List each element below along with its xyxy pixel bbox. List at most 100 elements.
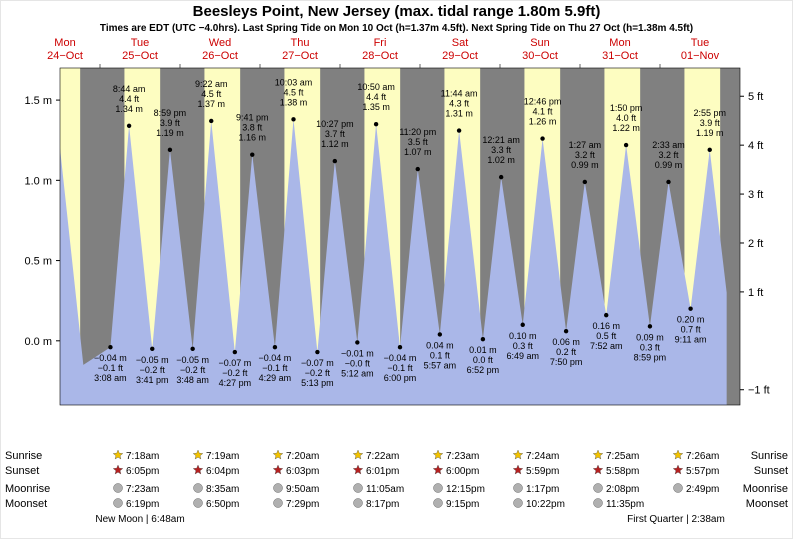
sunset-time: 6:05pm <box>126 466 159 477</box>
date-label: 27−Oct <box>282 50 318 62</box>
chart-subtitle: Times are EDT (UTC −4.0hrs). Last Spring… <box>100 23 693 34</box>
star-icon <box>513 465 523 474</box>
low-tide-label: −0.07 m <box>301 358 334 368</box>
moonset-time: 7:29pm <box>286 499 319 510</box>
low-tide-label: −0.2 ft <box>180 365 206 375</box>
chart-title: Beesleys Point, New Jersey (max. tidal r… <box>193 3 601 20</box>
high-tide-label: 1.35 m <box>362 102 390 112</box>
sunset-time: 6:03pm <box>286 466 319 477</box>
high-tide-label: 3.5 ft <box>408 137 429 147</box>
low-tide-label: −0.2 ft <box>305 368 331 378</box>
y-left-tick: 0.0 m <box>24 336 52 348</box>
high-tide-label: 4.4 ft <box>366 92 387 102</box>
sunset-time: 6:04pm <box>206 466 239 477</box>
low-tide-label: −0.04 m <box>259 353 292 363</box>
low-tide-label: 0.06 m <box>552 337 580 347</box>
y-right-tick: 1 ft <box>748 287 763 299</box>
moon-icon <box>354 484 363 493</box>
star-icon <box>513 450 523 459</box>
tide-chart: 0.0 m0.5 m1.0 m1.5 m−1 ft1 ft2 ft3 ft4 f… <box>0 0 793 539</box>
tide-extreme-point <box>398 345 402 349</box>
tide-extreme-point <box>624 143 628 147</box>
tide-extreme-point <box>127 124 131 128</box>
day-of-week-label: Fri <box>374 37 387 49</box>
moon-icon <box>354 499 363 508</box>
high-tide-label: 2:55 pm <box>693 108 726 118</box>
sunrise-time: 7:18am <box>126 451 159 462</box>
high-tide-label: 1.38 m <box>280 97 308 107</box>
low-tide-label: 6:49 am <box>506 351 539 361</box>
low-tide-label: 0.0 ft <box>473 355 494 365</box>
moon-icon <box>114 484 123 493</box>
y-right-tick: 2 ft <box>748 238 763 250</box>
low-tide-label: 7:50 pm <box>550 357 583 367</box>
high-tide-label: 8:59 pm <box>154 108 187 118</box>
low-tide-label: 0.04 m <box>426 340 454 350</box>
low-tide-label: 8:59 pm <box>634 352 667 362</box>
tide-extreme-point <box>150 347 154 351</box>
day-of-week-label: Mon <box>54 37 75 49</box>
high-tide-label: 3.3 ft <box>491 145 512 155</box>
high-tide-label: 1:50 pm <box>610 103 643 113</box>
star-icon <box>673 450 683 459</box>
tide-extreme-point <box>438 332 442 336</box>
low-tide-label: 0.7 ft <box>681 325 702 335</box>
y-left-tick: 1.5 m <box>24 95 52 107</box>
sunset-time: 5:57pm <box>686 466 719 477</box>
sunset-row-label-right: Sunset <box>754 465 788 477</box>
moon-icon <box>514 484 523 493</box>
high-tide-label: 3.2 ft <box>575 150 596 160</box>
moonset-time: 8:17pm <box>366 499 399 510</box>
low-tide-label: 4:29 am <box>259 373 292 383</box>
star-icon <box>673 465 683 474</box>
moon-phase-label: New Moon | 6:48am <box>95 514 184 525</box>
day-of-week-label: Wed <box>209 37 231 49</box>
sunrise-time: 7:26am <box>686 451 719 462</box>
star-icon <box>353 465 363 474</box>
day-of-week-label: Sat <box>452 37 469 49</box>
date-label: 31−Oct <box>602 50 638 62</box>
moonset-row-label-right: Moonset <box>746 498 788 510</box>
moonset-time: 9:15pm <box>446 499 479 510</box>
high-tide-label: 11:44 am <box>441 89 478 99</box>
moonrise-time: 2:08pm <box>606 484 639 495</box>
date-label: 24−Oct <box>47 50 83 62</box>
high-tide-label: 10:27 pm <box>316 119 354 129</box>
high-tide-label: 3.9 ft <box>700 118 721 128</box>
high-tide-label: 0.99 m <box>655 160 683 170</box>
low-tide-label: 6:00 pm <box>384 373 417 383</box>
low-tide-label: 3:08 am <box>94 373 127 383</box>
star-icon <box>273 450 283 459</box>
tide-extreme-point <box>190 347 194 351</box>
day-of-week-label: Sun <box>530 37 550 49</box>
low-tide-label: 0.2 ft <box>556 347 577 357</box>
date-label: 28−Oct <box>362 50 398 62</box>
moonrise-time: 1:17pm <box>526 484 559 495</box>
sunrise-time: 7:25am <box>606 451 639 462</box>
day-of-week-label: Thu <box>291 37 310 49</box>
low-tide-label: 0.3 ft <box>513 341 534 351</box>
tide-extreme-point <box>457 128 461 132</box>
tide-extreme-point <box>564 329 568 333</box>
y-right-tick: −1 ft <box>748 385 770 397</box>
moon-icon <box>594 484 603 493</box>
low-tide-label: −0.0 ft <box>345 358 371 368</box>
high-tide-label: 1.02 m <box>487 155 515 165</box>
sunrise-time: 7:20am <box>286 451 319 462</box>
high-tide-label: 3.8 ft <box>242 123 263 133</box>
moon-icon <box>274 499 283 508</box>
low-tide-label: 3:41 pm <box>136 375 169 385</box>
low-tide-label: −0.04 m <box>94 353 127 363</box>
tide-extreme-point <box>374 122 378 126</box>
moon-icon <box>194 484 203 493</box>
tide-extreme-point <box>604 313 608 317</box>
star-icon <box>113 465 123 474</box>
low-tide-label: 0.10 m <box>509 331 537 341</box>
low-tide-label: −0.2 ft <box>222 368 248 378</box>
tide-extreme-point <box>648 324 652 328</box>
low-tide-label: −0.05 m <box>176 355 209 365</box>
tide-extreme-point <box>273 345 277 349</box>
high-tide-label: 4.1 ft <box>533 107 554 117</box>
low-tide-label: −0.05 m <box>136 355 169 365</box>
moon-icon <box>434 484 443 493</box>
